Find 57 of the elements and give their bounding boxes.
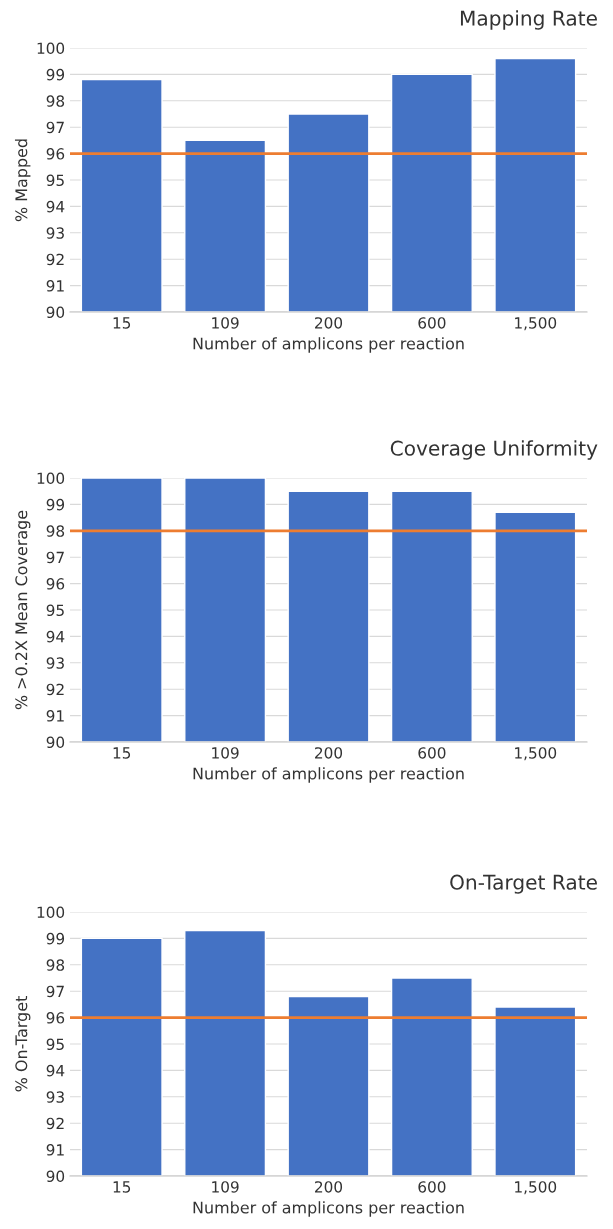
y-tick-label: 93: [46, 227, 64, 239]
y-tick-label: 91: [46, 1144, 64, 1156]
y-tick-label: 90: [46, 1170, 65, 1183]
y-tick-label: 95: [46, 174, 64, 187]
y-tick-label: 97: [46, 985, 64, 998]
y-tick-label: 99: [46, 932, 65, 945]
y-tick-label: 95: [46, 1038, 64, 1051]
y-tick-label: 95: [46, 604, 64, 617]
y-tick-label: 94: [46, 1064, 65, 1077]
x-tick-label: 109: [212, 747, 239, 759]
x-tick-label: 200: [315, 317, 343, 329]
y-tick-label: 90: [46, 306, 65, 319]
y-tick-label: 96: [46, 578, 65, 590]
x-tick-label: 109: [212, 317, 239, 329]
x-tick-label: 600: [418, 1181, 446, 1193]
x-tick-label: 1,500: [515, 747, 557, 761]
y-tick-label: 100: [37, 42, 65, 55]
x-tick-label: 600: [418, 317, 446, 329]
chart-title: Coverage Uniformity: [390, 440, 598, 460]
x-axis-title: Number of amplicons per reaction: [193, 767, 464, 783]
y-tick-label: 93: [46, 1091, 64, 1103]
y-tick-label: 92: [46, 1117, 64, 1130]
y-tick-label: 93: [46, 657, 64, 669]
y-tick-label: 99: [46, 68, 65, 81]
x-tick-label: 15: [113, 317, 131, 329]
chart-title: On-Target Rate: [450, 874, 597, 894]
y-tick-label: 96: [46, 1012, 65, 1024]
y-tick-label: 94: [46, 630, 65, 643]
y-tick-label: 96: [46, 148, 65, 160]
y-axis-title: % On-Target: [15, 996, 31, 1092]
x-axis-title: Number of amplicons per reaction: [193, 337, 464, 353]
y-tick-label: 100: [37, 906, 65, 919]
x-tick-label: 109: [212, 1181, 239, 1193]
y-tick-label: 97: [46, 121, 64, 134]
y-tick-label: 98: [46, 95, 65, 107]
y-tick-label: 91: [46, 280, 64, 292]
y-tick-label: 100: [37, 472, 65, 485]
x-tick-label: 600: [418, 747, 446, 759]
x-tick-label: 15: [113, 747, 131, 759]
y-tick-label: 90: [46, 736, 65, 749]
y-tick-label: 99: [46, 498, 65, 511]
x-tick-label: 1,500: [515, 1181, 557, 1195]
y-tick-label: 91: [46, 710, 64, 722]
x-tick-label: 15: [113, 1181, 131, 1193]
y-tick-label: 98: [46, 959, 65, 971]
y-tick-label: 97: [46, 551, 64, 564]
chart-title: Mapping Rate: [460, 10, 597, 30]
y-axis-title: % >0.2X Mean Coverage: [15, 510, 31, 710]
x-tick-label: 200: [315, 1181, 343, 1193]
x-axis-title: Number of amplicons per reaction: [193, 1201, 464, 1217]
x-tick-label: 200: [315, 747, 343, 759]
y-tick-label: 92: [46, 683, 64, 696]
y-tick-label: 98: [46, 525, 65, 537]
y-tick-label: 92: [46, 253, 64, 266]
y-axis-title: % Mapped: [14, 139, 31, 222]
y-tick-label: 94: [46, 200, 65, 213]
x-tick-label: 1,500: [515, 317, 557, 331]
